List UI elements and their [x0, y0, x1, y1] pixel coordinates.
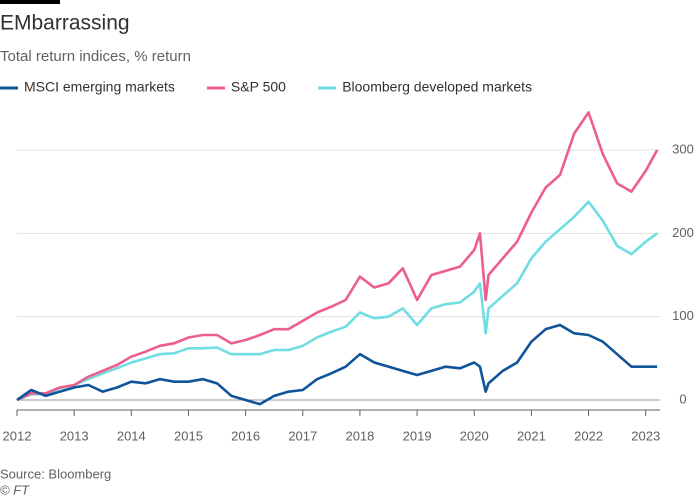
x-tick-label: 2022: [574, 428, 603, 443]
legend-label: S&P 500: [231, 79, 286, 95]
x-tick-label: 2015: [174, 428, 203, 443]
y-tick-label: 0: [679, 391, 686, 406]
x-tick-label: 2019: [403, 428, 432, 443]
legend-label: MSCI emerging markets: [24, 79, 175, 95]
legend: MSCI emerging markets S&P 500 Bloomberg de…: [0, 79, 532, 95]
x-tick-label: 2016: [231, 428, 260, 443]
series-line: [16, 323, 658, 406]
source: Source: Bloomberg: [0, 466, 111, 481]
x-tick-label: 2023: [631, 428, 660, 443]
y-tick-label: 200: [672, 225, 694, 240]
legend-label: Bloomberg developed markets: [342, 79, 532, 95]
series-line: [16, 111, 659, 402]
x-tick-label: 2012: [3, 428, 32, 443]
credit: © FT: [0, 482, 30, 497]
chart-subtitle: Total return indices, % return: [0, 48, 191, 65]
x-tick-label: 2020: [460, 428, 489, 443]
brand-bar: [0, 0, 60, 4]
x-tick-label: 2018: [345, 428, 374, 443]
x-tick-label: 2017: [288, 428, 317, 443]
chart-title: EMbarrassing: [0, 12, 130, 35]
x-tick-label: 2014: [117, 428, 146, 443]
y-tick-label: 100: [672, 308, 694, 323]
x-tick-label: 2021: [517, 428, 546, 443]
x-tick-label: 2013: [60, 428, 89, 443]
series-line: [16, 200, 658, 402]
y-tick-label: 300: [672, 141, 694, 156]
